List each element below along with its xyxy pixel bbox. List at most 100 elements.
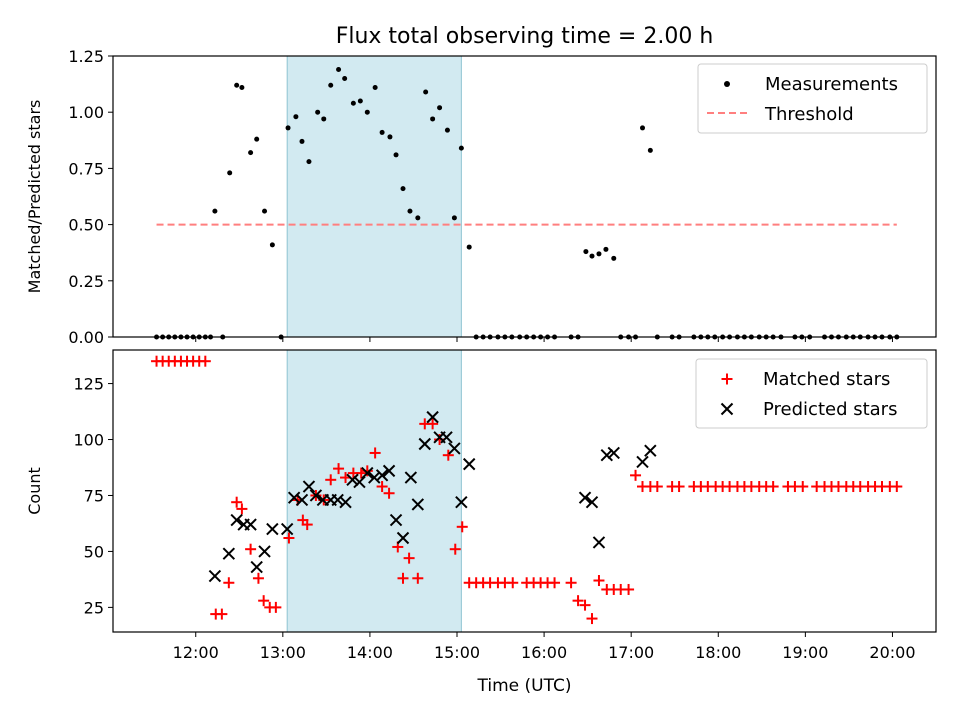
predicted-star-point-b [389, 513, 403, 527]
matched-star-point [507, 577, 519, 589]
predicted-star-point [222, 547, 236, 560]
predicted-star-point-b [346, 473, 359, 487]
legend-predicted-label: Predicted stars [763, 399, 897, 420]
matched-star-point [572, 595, 584, 607]
measurement-point [328, 82, 334, 88]
measurement-point [444, 127, 450, 133]
predicted-star-point-b [258, 545, 271, 558]
matched-star-point [403, 552, 415, 564]
predicted-star-point [440, 431, 453, 444]
top-y-tick-label: 0.75 [68, 159, 104, 178]
matched-star-point [623, 583, 635, 595]
predicted-star-point [600, 448, 614, 462]
predicted-star-point-b [230, 513, 243, 527]
measurement-point [299, 138, 305, 144]
predicted-star-point [287, 491, 301, 504]
matched-star-point [258, 595, 270, 607]
predicted-star-point-b [295, 493, 309, 507]
measurement-point [589, 253, 595, 259]
matched-star-point [199, 355, 211, 367]
legend-plus-glyph [721, 373, 733, 385]
predicted-star-point-b [600, 448, 614, 462]
predicted-star-point-b [339, 495, 352, 509]
bottom-legend-frame [695, 358, 928, 429]
legend-predicted-marker [720, 402, 734, 416]
matched-star-point [216, 608, 228, 620]
legend-matched-marker [721, 373, 733, 385]
predicted-star-point [404, 471, 418, 484]
predicted-star-point [411, 498, 425, 511]
matched-star-point [397, 572, 409, 584]
chart-title: Flux total observing time = 2.00 h [336, 24, 714, 49]
predicted-star-point [346, 473, 359, 487]
top-tick-marks: 0.00 0.25 0.50 0.75 1.00 1.25 [68, 47, 893, 347]
measurement-point [212, 208, 218, 214]
matched-star-point [549, 577, 561, 589]
measurement-point [379, 129, 385, 135]
top-legend-frame [697, 63, 928, 134]
matched-star-point [767, 481, 779, 493]
predicted-star-point-b [418, 437, 431, 451]
measurement-point [357, 98, 363, 104]
predicted-star-point-b [280, 522, 294, 536]
matched-star-point [236, 503, 248, 515]
measurement-point [407, 208, 413, 214]
measurement-point [342, 75, 348, 81]
measurement-point [336, 66, 342, 72]
predicted-star-point-b [448, 442, 461, 455]
predicted-star-point [462, 457, 476, 471]
measurement-point [262, 208, 268, 214]
measurement-point [254, 136, 260, 142]
measurement-point [400, 186, 406, 192]
measurement-point [451, 215, 457, 221]
top-y-tick-label: 1.00 [68, 103, 104, 122]
predicted-star-point [636, 455, 649, 469]
predicted-star-point [375, 469, 389, 482]
matched-star-point [376, 481, 388, 493]
measurement-point [603, 246, 609, 252]
matched-star-point [579, 599, 591, 611]
predicted-star-point [368, 471, 381, 484]
bottom-y-tick-label: 100 [73, 431, 104, 450]
count-markers-layer [151, 355, 903, 625]
bottom-legend: Matched stars Predicted stars [695, 358, 928, 429]
predicted-star-point [607, 446, 620, 460]
predicted-star-point-b [455, 495, 468, 509]
top-y-tick-label: 0.00 [68, 328, 104, 347]
matched-star-point [673, 481, 685, 493]
predicted-star-point [418, 437, 431, 451]
x-axis-label: Time (UTC) [477, 676, 572, 696]
x-tick-label: 14:00 [347, 643, 393, 662]
predicted-star-point-b [331, 493, 344, 507]
matched-star-point [270, 601, 282, 613]
predicted-star-point [258, 545, 271, 558]
predicted-star-point-b [585, 495, 599, 509]
predicted-star-point-b [244, 518, 257, 531]
matched-star-point [361, 465, 373, 477]
measurement-point [285, 125, 291, 131]
predicted-star-point-b [287, 491, 301, 504]
x-tick-label: 13:00 [260, 643, 306, 662]
matched-star-point [456, 521, 468, 533]
measurement-point [293, 114, 299, 120]
matched-star-point [301, 519, 313, 531]
measurement-point [364, 109, 370, 115]
bottom-panel: 12:00 13:00 14:00 15:00 16:00 17:00 18:00 19:00… [25, 349, 937, 696]
measurement-point [234, 82, 240, 88]
measurement-point [596, 251, 602, 257]
predicted-star-point [426, 410, 439, 424]
matched-star-point [630, 469, 642, 481]
matched-star-point [565, 577, 577, 589]
measurement-point [269, 242, 275, 248]
matched-star-point [651, 481, 663, 493]
predicted-star-point-b [368, 471, 381, 484]
legend-matched-label: Matched stars [763, 369, 890, 390]
bottom-shaded-span [286, 349, 462, 633]
measurement-point [423, 89, 429, 95]
predicted-star-point-b [426, 410, 439, 424]
bottom-y-tick-label: 50 [84, 542, 104, 561]
top-axes-frame [112, 55, 937, 338]
matched-star-point [412, 572, 424, 584]
